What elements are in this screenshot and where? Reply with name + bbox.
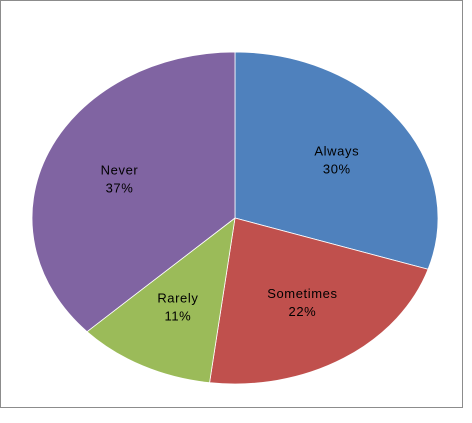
slice-label-never: Never (101, 162, 139, 177)
pie-data-labels: Always 30% Sometimes 22% Rarely 11% Never 37% (101, 144, 359, 324)
pie-slices (31, 51, 439, 385)
slice-label-always: Always (314, 144, 359, 159)
pie-slice-rarely (86, 217, 236, 384)
slice-percent-always: 30% (323, 162, 351, 177)
slice-percent-never: 37% (106, 180, 134, 195)
pie-slice-never (31, 51, 236, 333)
slice-label-rarely: Rarely (157, 291, 198, 306)
slice-percent-rarely: 11% (164, 309, 191, 324)
slice-percent-sometimes: 22% (288, 304, 316, 319)
pie-slice-sometimes (209, 217, 429, 385)
slice-label-sometimes: Sometimes (267, 286, 337, 301)
pie-slice-always (234, 51, 439, 270)
